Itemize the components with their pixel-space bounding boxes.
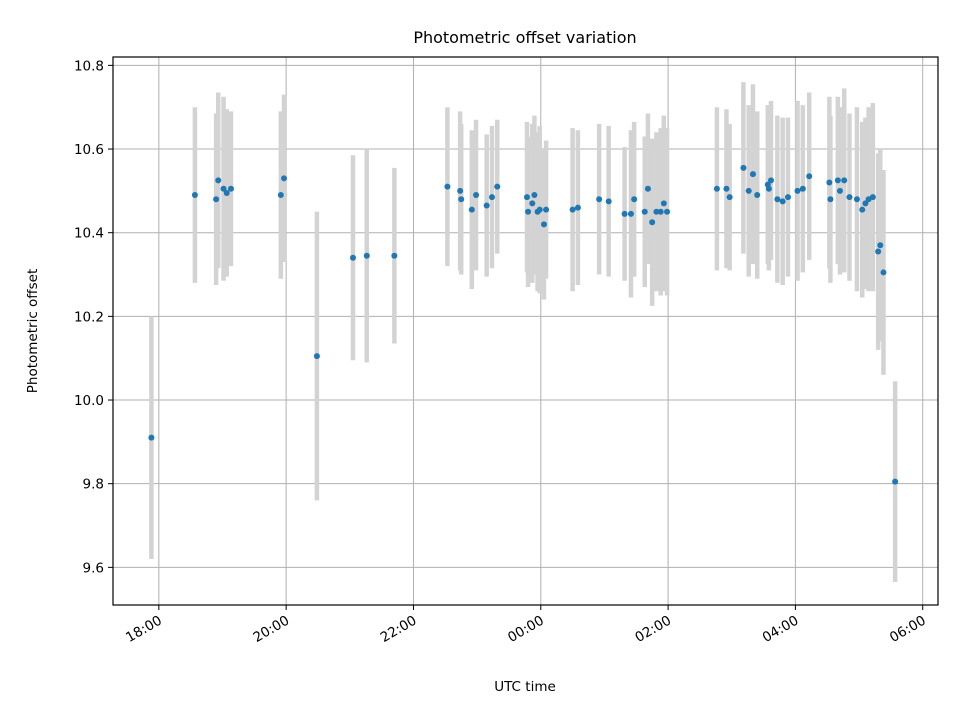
data-point [277,192,284,199]
data-point [880,269,887,276]
data-point [664,208,671,215]
data-point [841,177,848,184]
data-point [774,196,781,203]
data-point [543,206,550,213]
data-point [799,185,806,192]
data-point [660,200,667,207]
data-point [641,208,648,215]
data-point [754,192,761,199]
data-point [313,353,320,360]
y-tick-label: 9.6 [83,560,104,576]
data-point [574,204,581,211]
y-tick-label: 10.8 [74,58,104,74]
data-point [536,206,543,213]
data-point [363,252,370,259]
data-point [779,198,786,205]
data-point [827,196,834,203]
data-point [644,185,651,192]
data-point [488,194,495,201]
data-point [657,208,664,215]
data-point [869,194,876,201]
data-point [391,252,398,259]
data-point [523,194,530,201]
data-point [444,183,451,190]
data-point [745,187,752,194]
data-point [740,164,747,171]
y-tick-label: 9.8 [83,477,104,493]
y-tick-label: 10.4 [74,226,104,242]
data-point [213,196,220,203]
data-point [281,175,288,182]
data-point [853,196,860,203]
data-point [877,242,884,249]
data-point [621,210,628,217]
chart-title: Photometric offset variation [413,28,636,47]
data-point [483,202,490,209]
data-point [529,200,536,207]
data-point [875,248,882,255]
data-point [806,173,813,180]
data-point [494,183,501,190]
data-point [892,478,899,485]
data-point [596,196,603,203]
data-point [653,208,660,215]
data-point [457,187,464,194]
data-point [836,187,843,194]
data-point [834,177,841,184]
data-point [349,254,356,261]
data-point [525,208,532,215]
data-point [605,198,612,205]
y-tick-label: 10.0 [74,393,104,409]
y-tick-label: 10.2 [74,309,104,325]
data-point [468,206,475,213]
data-point [768,177,775,184]
data-point [540,221,547,228]
data-point [649,219,656,226]
data-point [765,185,772,192]
data-point [713,185,720,192]
data-point [826,179,833,186]
data-point [473,192,480,199]
data-points [148,164,899,485]
data-point [846,194,853,201]
y-tick-label: 10.6 [74,142,104,158]
data-point [859,206,866,213]
data-point [749,171,756,178]
data-point [862,200,869,207]
y-axis-label: Photometric offset [25,269,41,393]
x-axis-label: UTC time [494,679,556,695]
data-point [631,196,638,203]
data-point [191,192,198,199]
data-point [726,194,733,201]
data-point [227,185,234,192]
data-point [220,185,227,192]
data-point [569,206,576,213]
data-point [794,187,801,194]
data-point [627,210,634,217]
data-point [148,434,155,441]
plot-frame [112,56,939,606]
data-point [223,189,230,196]
data-point [531,192,538,199]
data-point [784,194,791,201]
data-point [215,177,222,184]
data-point [458,196,465,203]
data-point [723,185,730,192]
y-axis-ticks: 9.6 9.8 10.0 10.2 10.4 10.6 10.8 [74,58,113,576]
